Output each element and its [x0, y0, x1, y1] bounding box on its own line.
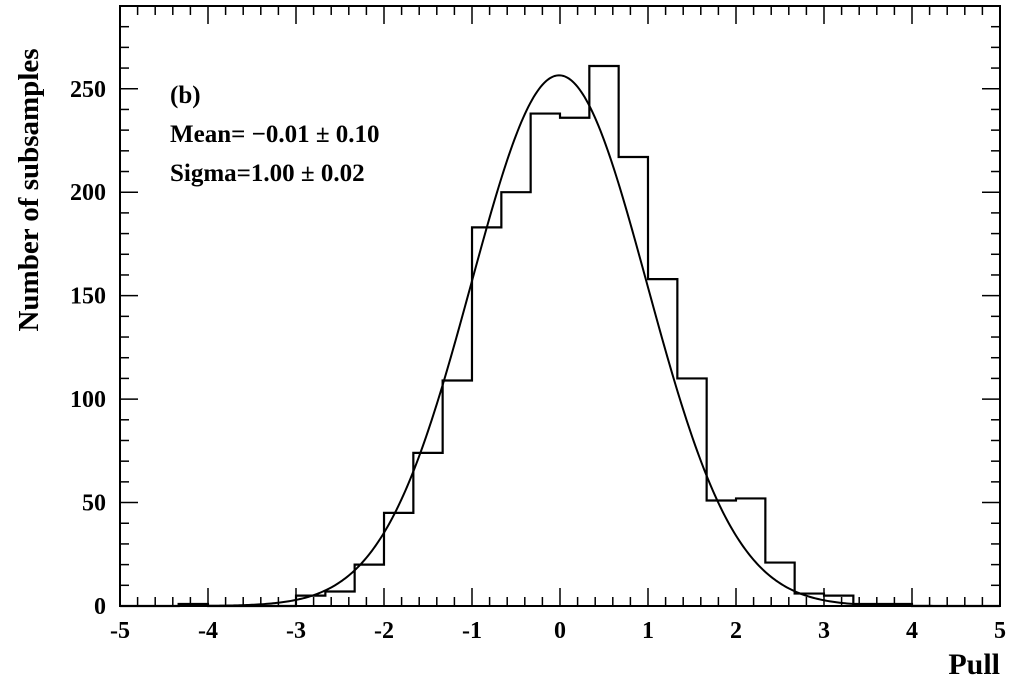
x-tick-label: 3 [818, 618, 830, 644]
histogram-outline [120, 64, 1000, 608]
tick-marks [119, 6, 1001, 607]
axes [119, 5, 1001, 607]
y-tick-label: 250 [70, 77, 106, 103]
x-tick-label: -1 [462, 618, 482, 644]
x-tick-labels: -5 -4 -3 -2 -1 0 1 2 3 4 5 [110, 618, 1006, 644]
y-tick-label: 150 [70, 284, 106, 310]
y-axis-label: Number of subsamples [13, 48, 45, 331]
histogram-bar [501, 192, 530, 606]
x-tick-label: -5 [110, 618, 130, 644]
plot-frame [119, 5, 1001, 607]
histogram-bar [325, 592, 354, 606]
x-tick-label: 0 [554, 618, 566, 644]
x-tick-label: 1 [642, 618, 654, 644]
histogram-bar [677, 378, 706, 606]
histogram-bar [413, 453, 442, 606]
histogram-bar [707, 500, 736, 606]
histogram-bar [296, 596, 325, 606]
histogram-bar [560, 118, 589, 606]
y-tick-labels: 0 50 100 150 200 250 [70, 77, 106, 620]
x-tick-label: -3 [286, 618, 306, 644]
x-tick-label: 4 [906, 618, 918, 644]
x-tick-label: 5 [994, 618, 1006, 644]
histogram-bar [619, 157, 648, 606]
x-tick-label: -2 [374, 618, 394, 644]
mean-annotation: Mean= −0.01 ± 0.10 [170, 121, 380, 148]
histogram-bar [736, 498, 765, 606]
y-tick-label: 200 [70, 180, 106, 206]
y-tick-label: 0 [94, 594, 106, 620]
sigma-annotation: Sigma=1.00 ± 0.02 [170, 160, 365, 187]
histogram-bar [443, 380, 472, 606]
histogram-bar [648, 279, 677, 606]
histogram-bar [472, 227, 501, 606]
histogram-bar [355, 565, 384, 606]
y-tick-label: 50 [82, 491, 106, 517]
panel-label: (b) [170, 82, 201, 109]
x-tick-label: -4 [198, 618, 218, 644]
y-tick-label: 100 [70, 387, 106, 413]
histogram-bar [589, 66, 618, 606]
x-axis-label: Pull [948, 648, 1000, 681]
gaussian-fit-curve [120, 74, 1000, 607]
x-tick-label: 2 [730, 618, 742, 644]
histogram-bar [531, 114, 560, 606]
